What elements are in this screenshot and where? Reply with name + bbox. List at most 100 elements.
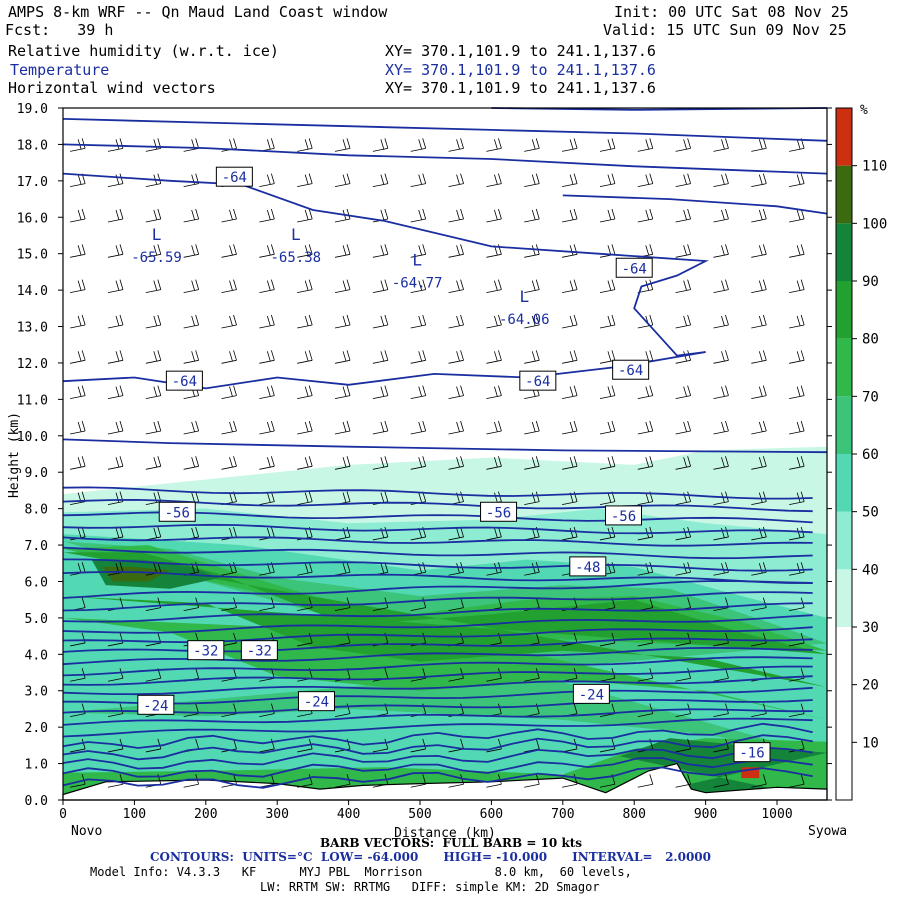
wind-barb: [599, 279, 616, 294]
wind-barb: [297, 279, 313, 294]
wind-barb: [448, 244, 464, 258]
wind-barb: [675, 138, 692, 152]
wind-barb: [70, 208, 86, 223]
wind-barb: [297, 456, 313, 470]
wind-barb: [297, 562, 313, 576]
wind-barb: [259, 385, 275, 400]
wind-barb: [145, 244, 162, 258]
wind-barb: [751, 420, 767, 435]
temperature-contour: [62, 546, 813, 560]
wind-barb: [599, 703, 616, 717]
wind-barb: [486, 138, 502, 152]
contour-label-box: [480, 501, 518, 522]
x-start-label: Novo: [71, 824, 103, 839]
temperature-contour: [62, 438, 828, 454]
wind-barb: [675, 314, 692, 329]
wind-barb: [372, 244, 389, 258]
colorbar-segment: [836, 569, 852, 627]
y-tick-label: 11.0: [17, 393, 48, 408]
wind-barb: [297, 632, 313, 647]
minimum-marker: L: [152, 225, 162, 244]
temperature-contour: [62, 722, 813, 749]
y-tick-label: 5.0: [25, 612, 48, 627]
wind-barb: [107, 420, 124, 435]
contour-label-box: [605, 505, 643, 526]
x-tick-label: 300: [265, 807, 288, 822]
wind-barb: [372, 456, 389, 470]
x-tick-label: 0: [59, 807, 67, 822]
wind-barb: [221, 668, 237, 682]
wind-barb: [297, 314, 313, 329]
contour-label-box: [240, 640, 278, 661]
wind-barb: [599, 420, 616, 435]
colorbar-tick-label: 50: [862, 505, 879, 521]
wind-barb: [221, 314, 237, 329]
wind-barb: [713, 244, 729, 258]
wind-barb: [789, 420, 805, 435]
wind-barb: [751, 350, 767, 364]
wind-barb: [448, 456, 464, 470]
x-tick-label: 400: [337, 807, 360, 822]
wind-barb: [145, 350, 162, 364]
field-xy-wind: XY= 370.1,101.9 to 241.1,137.6: [385, 79, 656, 97]
wind-barb: [486, 173, 502, 188]
wind-barb: [789, 632, 805, 647]
wind-barb: [713, 138, 729, 152]
wind-barb: [221, 244, 237, 258]
y-tick-label: 6.0: [25, 575, 48, 590]
wind-barb: [410, 314, 427, 329]
wind-barb: [751, 208, 767, 223]
minimum-value: -65.59: [131, 250, 182, 266]
wind-barb: [297, 138, 313, 152]
minimum-marker: L: [412, 251, 422, 270]
wind-barb: [713, 279, 729, 294]
rh-band-80: [63, 552, 827, 688]
wind-barb: [675, 385, 692, 400]
wind-barb: [486, 456, 502, 470]
colorbar-segment: [836, 511, 852, 570]
x-tick-label: 800: [622, 807, 645, 822]
wind-barb: [751, 385, 767, 400]
wind-barb: [334, 350, 351, 364]
wind-barb: [486, 208, 502, 223]
wind-barb: [372, 420, 389, 435]
wind-barb: [183, 244, 200, 258]
wind-barb: [562, 314, 578, 329]
wind-barb: [183, 279, 200, 294]
y-axis-label: Height (km): [7, 412, 22, 498]
wind-barb: [297, 208, 313, 223]
wind-barb: [789, 774, 805, 788]
y-tick-label: 9.0: [25, 466, 48, 481]
wind-barb: [599, 456, 616, 470]
wind-barb: [637, 173, 654, 188]
wind-barb: [637, 703, 654, 717]
temperature-contour: [63, 686, 813, 705]
contour-label-box: [572, 683, 610, 704]
wind-barb: [297, 491, 313, 506]
temperature-contour: [62, 602, 813, 623]
temperature-contour: [62, 591, 813, 612]
wind-barb: [789, 173, 805, 188]
colorbar-segment: [836, 627, 852, 685]
temperature-contour: [62, 675, 813, 696]
temperature-contour: [62, 766, 813, 789]
temperature-contour: [62, 699, 813, 714]
wind-barb: [599, 632, 616, 647]
x-tick-label: 100: [123, 807, 146, 822]
wind-barb: [145, 279, 162, 294]
contour-label-box: [519, 370, 557, 391]
contour-label: -64: [222, 170, 247, 186]
wind-barb: [259, 738, 275, 753]
wind-barb: [751, 244, 767, 258]
minimum-marker: L: [519, 287, 529, 306]
wind-barb: [145, 314, 162, 329]
wind-barb: [751, 703, 767, 717]
wind-barb: [599, 173, 616, 188]
contour-label-box: [158, 501, 196, 522]
wind-barb: [751, 597, 767, 612]
temperature-contour: [62, 734, 813, 761]
wind-barb: [334, 244, 351, 258]
wind-barb: [448, 208, 464, 223]
y-tick-label: 3.0: [25, 685, 48, 700]
wind-barb: [751, 173, 767, 188]
